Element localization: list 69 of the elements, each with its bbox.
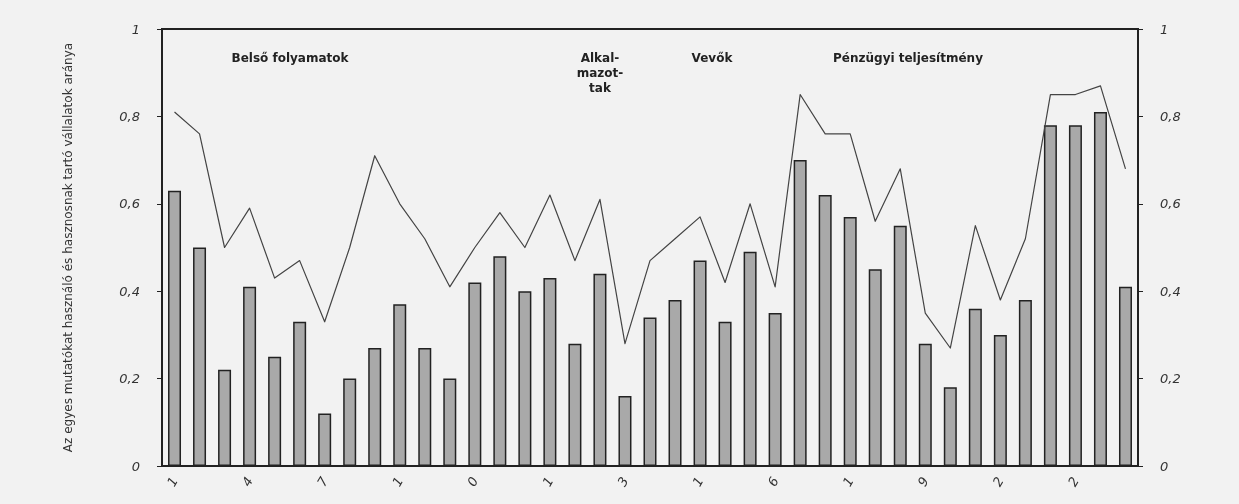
annotation: Vevők [691,50,734,65]
bar [543,278,557,466]
y2-tick-label: 0,6 [1160,196,1181,212]
bar [768,313,782,466]
x-tick-label: 1 [839,474,857,489]
y-tick-label: 1 [131,21,140,37]
y2-tick-label: 0 [1160,458,1169,474]
y-tick-label: 0,6 [119,196,140,212]
bar [718,321,732,466]
bar [243,286,257,466]
bar [743,251,757,466]
x-tick-label: 7 [314,473,332,489]
bar [818,195,832,466]
x-tick-label: 3 [614,474,632,489]
bar [643,317,657,466]
bar [843,216,857,466]
y-tick-label: 0 [131,458,140,474]
bar [1118,286,1132,466]
bar [868,269,882,466]
bar [1018,299,1032,466]
y-axis-title: Az egyes mutatókat használó és hasznosnak tartó vállalatok aránya [61,42,75,453]
bar [593,273,607,466]
x-tick-label: 2 [1064,474,1082,489]
bar [793,160,807,466]
bar [893,225,907,466]
bar [493,256,507,466]
bar [443,378,457,466]
x-tick-label: 4 [238,474,257,489]
annotation: Alkal-mazot-tak [576,50,624,95]
bar [1068,125,1082,466]
bar [618,396,632,466]
bar [418,348,432,466]
annotation: Pénzügyi teljesítmény [833,50,984,65]
x-tick-label: 6 [764,474,782,489]
bar [193,247,207,466]
bar [293,321,307,466]
annotation: Belső folyamatok [231,50,350,65]
y-tick-label: 0,2 [119,371,140,387]
bar [343,378,357,466]
y2-tick-label: 0,8 [1160,108,1181,124]
bar [918,343,932,466]
bar [943,387,957,466]
bar [218,369,232,466]
bar [268,356,282,466]
bar [468,282,482,466]
x-tick-label: 1 [163,474,182,489]
bar [393,304,407,466]
y-tick-label: 0,4 [119,283,140,299]
x-tick-label: 1 [689,474,707,489]
bar [568,343,582,466]
bar [668,299,682,466]
bar [318,413,332,466]
bar [1043,125,1057,466]
x-tick-label: 0 [464,474,482,489]
y2-tick-label: 0,4 [1160,283,1181,299]
bar [168,190,182,466]
x-tick-label: 1 [389,474,407,489]
bar [968,308,982,466]
x-tick-label: 1 [539,474,557,489]
y2-tick-label: 0,2 [1160,371,1181,387]
bar [518,291,532,466]
bar [1093,112,1107,466]
bar [368,348,382,466]
x-tick-label: 9 [914,474,932,489]
y-tick-label: 0,8 [119,108,140,124]
bar [993,334,1007,466]
bar [693,260,707,466]
x-tick-label: 2 [989,474,1007,489]
y2-tick-label: 1 [1160,21,1169,37]
